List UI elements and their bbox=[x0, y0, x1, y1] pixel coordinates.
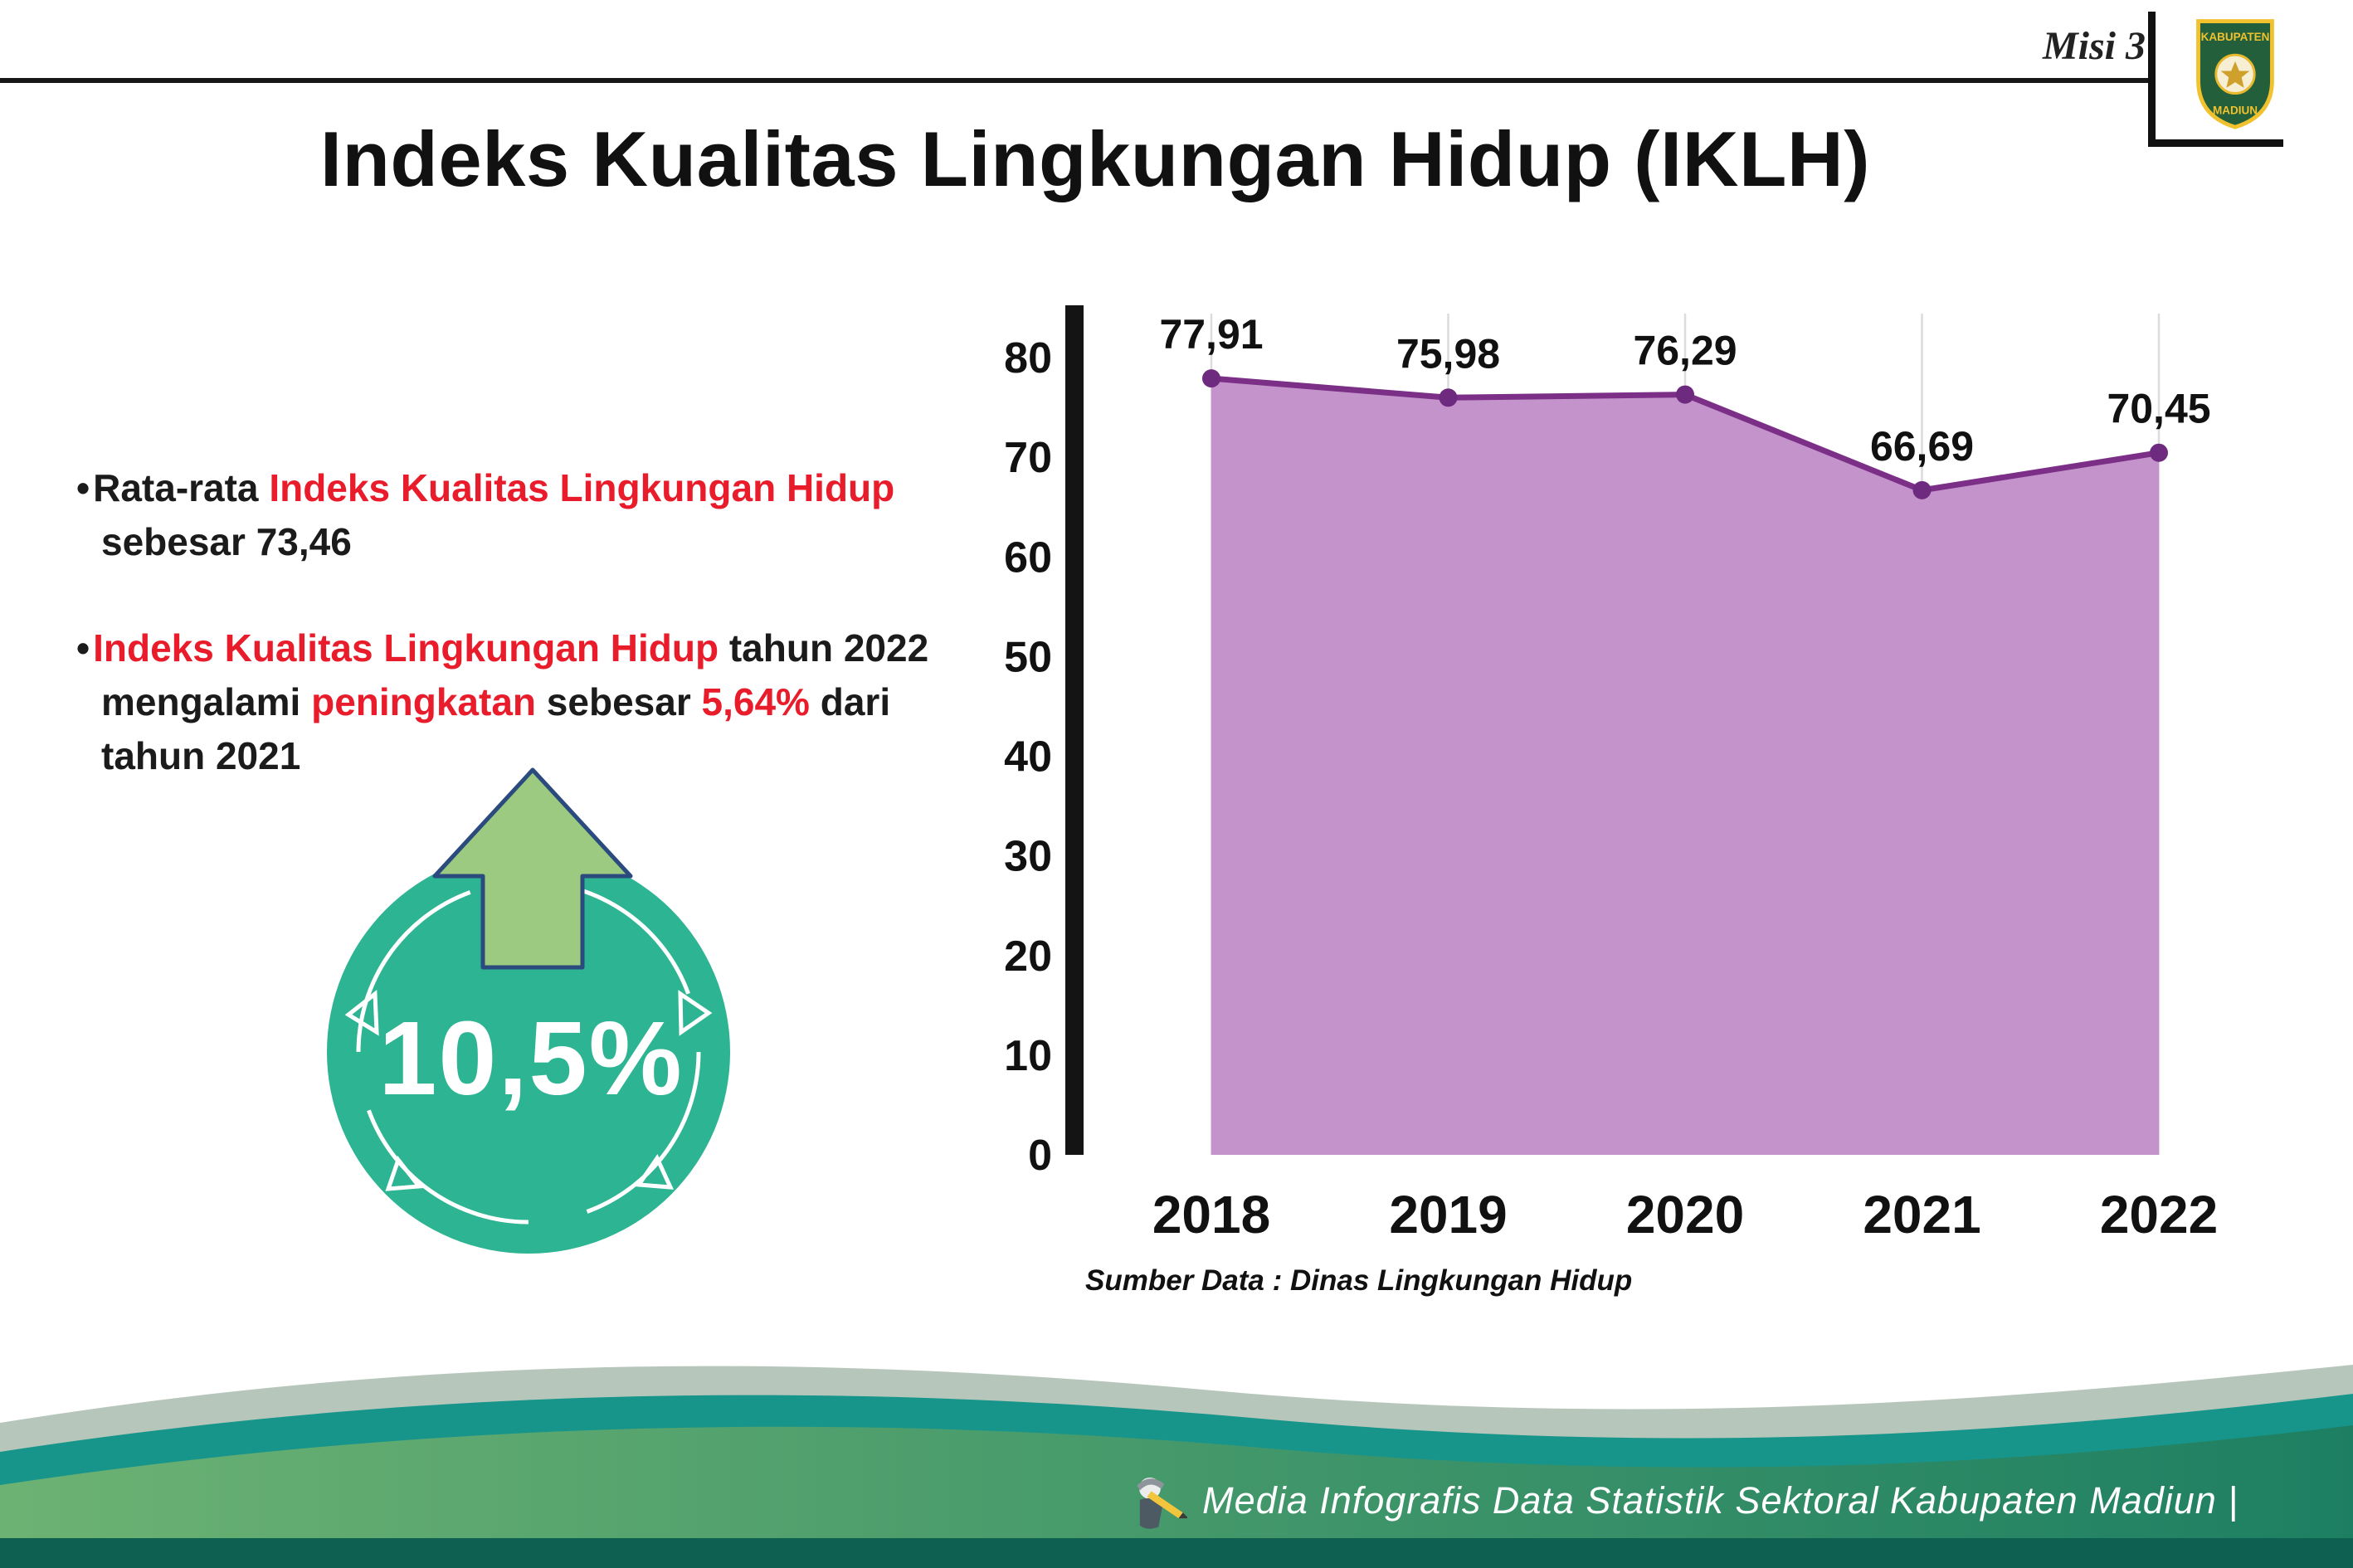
text-segment: dari tahun 2021 bbox=[101, 679, 891, 778]
svg-text:2020: 2020 bbox=[1626, 1185, 1744, 1244]
svg-text:70,45: 70,45 bbox=[2107, 386, 2210, 432]
increase-badge: 10,5% bbox=[315, 762, 747, 1286]
logo-text-top: KABUPATEN bbox=[2201, 31, 2270, 43]
svg-text:20: 20 bbox=[1004, 933, 1052, 981]
top-divider bbox=[0, 78, 2157, 83]
svg-text:60: 60 bbox=[1004, 533, 1052, 582]
triangle-decoration bbox=[385, 1155, 423, 1191]
text-segment: tahun 2022 mengalami bbox=[101, 626, 929, 723]
summary-points: Rata-rata Indeks Kualitas Lingkungan Hid… bbox=[76, 461, 939, 835]
svg-text:2018: 2018 bbox=[1152, 1185, 1270, 1244]
svg-text:70: 70 bbox=[1004, 434, 1052, 482]
triangle-decoration bbox=[635, 1153, 675, 1190]
svg-text:76,29: 76,29 bbox=[1633, 328, 1737, 374]
svg-text:80: 80 bbox=[1004, 334, 1052, 382]
svg-text:66,69: 66,69 bbox=[1870, 423, 1974, 470]
page-title: Indeks Kualitas Lingkungan Hidup (IKLH) bbox=[319, 115, 1871, 202]
svg-text:75,98: 75,98 bbox=[1396, 330, 1500, 377]
svg-text:2021: 2021 bbox=[1863, 1185, 1980, 1244]
bullet-increase-2022: Indeks Kualitas Lingkungan Hidup tahun 2… bbox=[76, 621, 939, 784]
svg-text:30: 30 bbox=[1004, 833, 1052, 881]
badge-circle bbox=[327, 850, 730, 1254]
increase-percent: 10,5% bbox=[378, 1000, 684, 1117]
text-segment-highlight: Indeks Kualitas Lingkungan Hidup bbox=[93, 626, 719, 670]
svg-text:50: 50 bbox=[1004, 633, 1052, 681]
svg-text:2019: 2019 bbox=[1389, 1185, 1507, 1244]
footer-credit: Media Infografis Data Statistik Sektoral… bbox=[1123, 1467, 2239, 1535]
ring-decoration bbox=[356, 879, 701, 1225]
text-segment-highlight: peningkatan bbox=[311, 679, 537, 723]
misi-label: Misi 3 bbox=[2042, 24, 2146, 68]
writer-mascot-icon bbox=[1137, 1477, 1188, 1529]
kabupaten-madiun-logo: KABUPATEN MADIUN bbox=[2148, 12, 2283, 147]
text-segment: sebesar bbox=[536, 679, 702, 723]
svg-text:2022: 2022 bbox=[2100, 1185, 2218, 1244]
text-segment-highlight: Indeks Kualitas Lingkungan Hidup bbox=[269, 466, 895, 509]
svg-text:77,91: 77,91 bbox=[1159, 311, 1263, 358]
svg-text:0: 0 bbox=[1028, 1132, 1052, 1180]
text-segment: Rata-rata bbox=[93, 466, 270, 509]
logo-text-bottom: MADIUN bbox=[2213, 105, 2258, 117]
shield-logo-icon: KABUPATEN MADIUN bbox=[2196, 19, 2274, 129]
chart-canvas: 0 10 20 30 40 50 60 70 80 2018 2019 2020 2021 2022 77,… bbox=[1004, 305, 2218, 1244]
footer-wave-graphic bbox=[0, 1365, 2353, 1568]
footer-credit-text: Media Infografis Data Statistik Sektoral… bbox=[1202, 1479, 2239, 1522]
triangle-decoration bbox=[344, 990, 379, 1036]
svg-text:40: 40 bbox=[1004, 733, 1052, 782]
footer-wave: Media Infografis Data Statistik Sektoral… bbox=[0, 1278, 2353, 1568]
iklh-area-chart: 0 10 20 30 40 50 60 70 80 2018 2019 2020 2021 2022 77,… bbox=[946, 297, 2257, 1334]
triangle-decoration bbox=[678, 990, 713, 1036]
svg-text:10: 10 bbox=[1004, 1032, 1052, 1080]
bullet-average-iklh: Rata-rata Indeks Kualitas Lingkungan Hid… bbox=[76, 461, 939, 570]
up-arrow-icon bbox=[432, 767, 633, 970]
text-segment-highlight: 5,64% bbox=[701, 679, 810, 723]
increase-badge-graphic bbox=[327, 767, 730, 1254]
text-segment: sebesar 73,46 bbox=[101, 520, 352, 564]
chart-source: Sumber Data : Dinas Lingkungan Hidup bbox=[1085, 1264, 1633, 1297]
